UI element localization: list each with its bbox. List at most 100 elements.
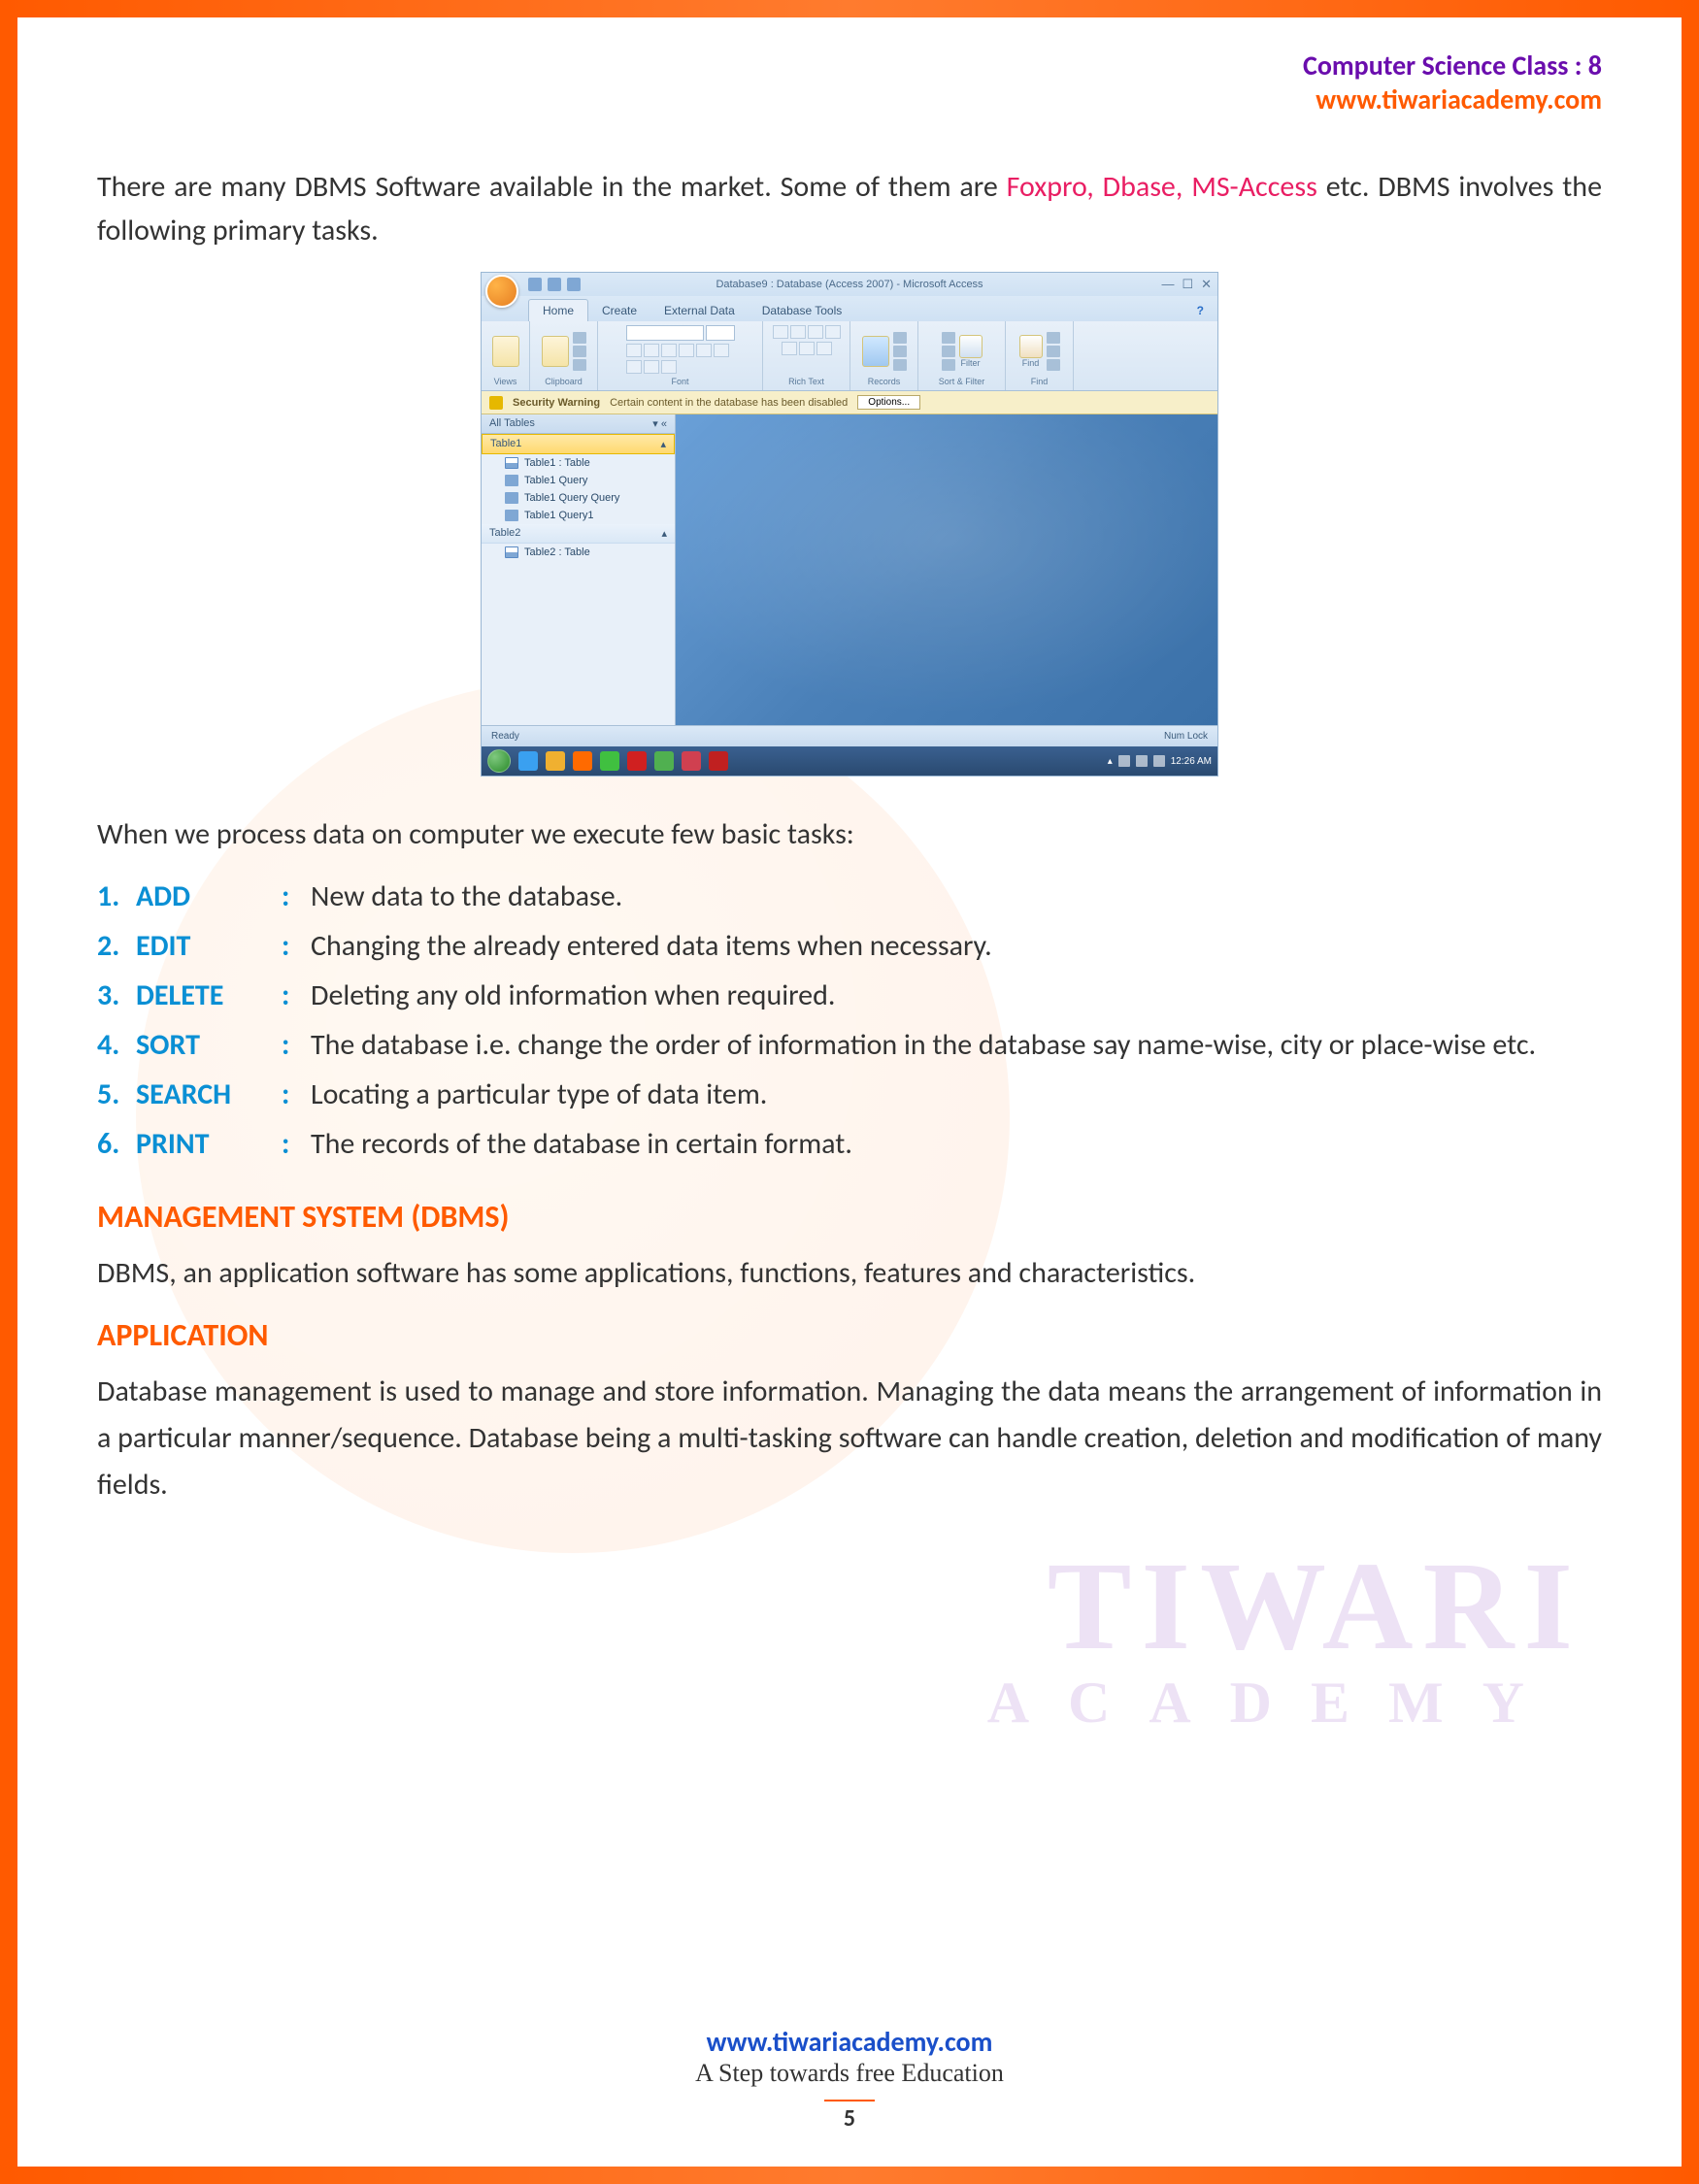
underline-icon[interactable] (661, 344, 677, 357)
system-tray: ▴ 12:26 AM (1108, 755, 1212, 767)
screenshot-container: Database9 : Database (Access 2007) - Mic… (97, 272, 1602, 778)
body-area: All Tables ▾ « Table1 ▴ Table1 : Table T… (482, 414, 1217, 725)
goto-icon[interactable] (1047, 346, 1060, 357)
gridlines-icon[interactable] (661, 360, 677, 374)
nav-group-label: Table2 (489, 527, 520, 540)
delete-record-icon[interactable] (893, 359, 907, 371)
ribbon-group-font: Font (598, 321, 763, 390)
flag-icon[interactable] (1118, 755, 1130, 767)
nav-item-label: Table1 Query Query (524, 492, 619, 504)
task-list: 1.ADD:New data to the database. 2.EDIT:C… (97, 872, 1602, 1169)
tray-chevron-icon[interactable]: ▴ (1108, 756, 1113, 767)
task-row: 1.ADD:New data to the database. (97, 872, 1602, 921)
start-button[interactable] (487, 749, 511, 773)
clock[interactable]: 12:26 AM (1171, 756, 1212, 767)
sort-asc-icon[interactable] (942, 332, 955, 344)
table-icon (505, 546, 518, 558)
cut-icon[interactable] (573, 332, 586, 344)
firefox-icon[interactable] (573, 751, 592, 771)
after-screenshot-text: When we process data on computer we exec… (97, 816, 1602, 852)
nav-item-table1[interactable]: Table1 : Table (482, 454, 675, 472)
explorer-icon[interactable] (546, 751, 565, 771)
font-color-icon[interactable] (626, 360, 642, 374)
bullets-icon[interactable] (782, 342, 797, 355)
nav-group-table1[interactable]: Table1 ▴ (482, 434, 675, 454)
save-icon[interactable] (528, 278, 542, 291)
nav-header-label: All Tables (489, 417, 535, 430)
font-label: Font (671, 377, 688, 386)
volume-icon[interactable] (1153, 755, 1165, 767)
filter-button[interactable] (959, 335, 983, 358)
status-left: Ready (491, 731, 519, 742)
page-content: Computer Science Class : 8 www.tiwariaca… (0, 0, 1699, 1567)
italic-icon[interactable] (644, 344, 659, 357)
align-left-icon[interactable] (679, 344, 694, 357)
filter-label: Filter (959, 358, 983, 368)
save-record-icon[interactable] (893, 346, 907, 357)
task-row: 2.EDIT:Changing the already entered data… (97, 921, 1602, 971)
network-icon[interactable] (1136, 755, 1148, 767)
nav-item-table2[interactable]: Table2 : Table (482, 544, 675, 561)
font-size-input[interactable] (706, 325, 735, 341)
nav-item-query1[interactable]: Table1 Query (482, 472, 675, 489)
clipboard-label: Clipboard (545, 377, 583, 386)
app3-icon[interactable] (682, 751, 701, 771)
task-row: 6.PRINT:The records of the database in c… (97, 1119, 1602, 1169)
header-title: Computer Science Class : 8 (97, 49, 1602, 83)
ribbon-tabs: Home Create External Data Database Tools… (482, 296, 1217, 321)
format-painter-icon[interactable] (573, 359, 586, 371)
sort-desc-icon[interactable] (942, 346, 955, 357)
office-button[interactable] (485, 275, 518, 308)
refresh-button[interactable] (862, 336, 889, 367)
nav-group-table2[interactable]: Table2 ▴ (482, 524, 675, 544)
bold-icon[interactable] (626, 344, 642, 357)
fill-color-icon[interactable] (644, 360, 659, 374)
highlight-icon[interactable] (816, 342, 832, 355)
query-icon (505, 510, 518, 521)
task-num: 5. (97, 1070, 136, 1119)
undo-icon[interactable] (548, 278, 561, 291)
app2-icon[interactable] (654, 751, 674, 771)
options-button[interactable]: Options... (857, 395, 920, 410)
task-name: PRINT (136, 1119, 282, 1169)
replace-icon[interactable] (1047, 332, 1060, 344)
tab-create[interactable]: Create (588, 300, 650, 321)
ie-icon[interactable] (518, 751, 538, 771)
views-label: Views (494, 377, 517, 386)
indent-increase-icon[interactable] (790, 325, 806, 339)
records-label: Records (868, 377, 901, 386)
task-num: 3. (97, 971, 136, 1020)
tab-database-tools[interactable]: Database Tools (749, 300, 856, 321)
app4-icon[interactable] (709, 751, 728, 771)
select-icon[interactable] (1047, 359, 1060, 371)
ribbon-group-find: Find Find (1006, 321, 1074, 390)
app-icon[interactable] (600, 751, 619, 771)
indent-decrease-icon[interactable] (773, 325, 788, 339)
paste-button[interactable] (542, 336, 569, 367)
nav-item-query2[interactable]: Table1 Query Query (482, 489, 675, 507)
rtl-icon[interactable] (825, 325, 841, 339)
align-center-icon[interactable] (696, 344, 712, 357)
ltr-icon[interactable] (808, 325, 823, 339)
task-row: 4.SORT:The database i.e. change the orde… (97, 1020, 1602, 1070)
tab-home[interactable]: Home (528, 299, 588, 321)
opera-icon[interactable] (627, 751, 647, 771)
view-button[interactable] (492, 336, 519, 367)
nav-header[interactable]: All Tables ▾ « (482, 414, 675, 434)
find-button[interactable] (1019, 335, 1043, 358)
minimize-icon[interactable]: — (1161, 277, 1174, 292)
close-icon[interactable]: ✕ (1201, 277, 1212, 292)
help-icon[interactable]: ? (1193, 300, 1208, 321)
font-name-input[interactable] (626, 325, 704, 341)
nav-item-query3[interactable]: Table1 Query1 (482, 507, 675, 524)
redo-icon[interactable] (567, 278, 581, 291)
document-area (676, 414, 1217, 725)
maximize-icon[interactable]: ☐ (1182, 277, 1193, 292)
align-right-icon[interactable] (714, 344, 729, 357)
clear-sort-icon[interactable] (942, 359, 955, 371)
new-record-icon[interactable] (893, 332, 907, 344)
tab-external-data[interactable]: External Data (650, 300, 749, 321)
numbering-icon[interactable] (799, 342, 815, 355)
copy-icon[interactable] (573, 346, 586, 357)
sortfilter-label: Sort & Filter (939, 377, 985, 386)
